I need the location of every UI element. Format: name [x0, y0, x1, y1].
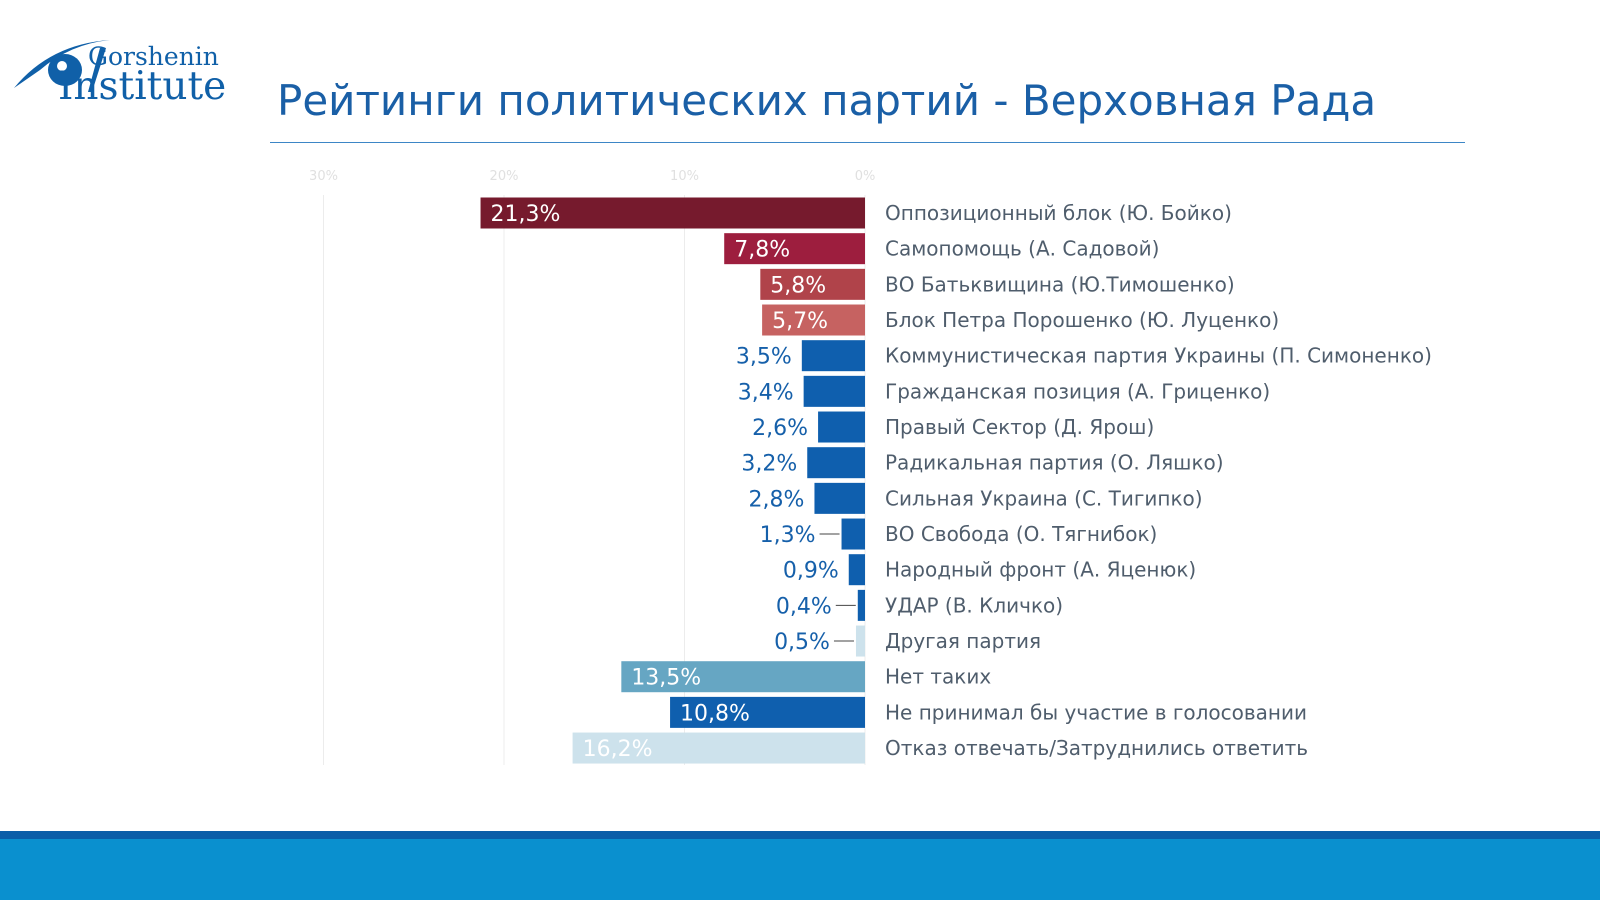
logo-text-institute: Institute: [58, 64, 227, 109]
bar: [803, 375, 865, 407]
data-label: 5,7%: [772, 309, 828, 334]
bar: [724, 233, 865, 265]
data-label: 3,2%: [741, 452, 797, 477]
bar: [480, 197, 865, 229]
title-divider: [270, 142, 1465, 143]
category-label: Не принимал бы участие в голосовании: [885, 700, 1307, 724]
category-label: УДАР (В. Кличко): [885, 593, 1063, 617]
data-label: 13,5%: [631, 666, 701, 691]
data-label: 0,4%: [776, 594, 832, 619]
bar: [855, 625, 865, 657]
category-label: Отказ отвечать/Затруднились ответить: [885, 736, 1308, 760]
chart-bars: [480, 197, 865, 764]
bar: [857, 589, 865, 621]
data-label: 21,3%: [491, 202, 561, 227]
data-label: 7,8%: [734, 238, 790, 263]
bar: [814, 482, 865, 514]
category-label: Сильная Украина (С. Тигипко): [885, 486, 1203, 510]
data-label: 3,5%: [736, 345, 792, 370]
category-label: Другая партия: [885, 629, 1041, 653]
x-tick-label: 20%: [490, 169, 519, 184]
data-label: 0,5%: [774, 630, 830, 655]
footer-accent-bar: [0, 831, 1600, 839]
category-label: Правый Сектор (Д. Ярош): [885, 415, 1154, 439]
category-label: Гражданская позиция (А. Гриценко): [885, 379, 1270, 403]
bar: [841, 518, 865, 550]
bar: [670, 696, 865, 728]
bar: [801, 340, 865, 372]
x-tick-label: 10%: [670, 169, 699, 184]
page-title: Рейтинги политических партий - Верховная…: [277, 76, 1377, 125]
category-label: ВО Свобода (О. Тягнибок): [885, 522, 1157, 546]
data-label: 16,2%: [583, 737, 653, 762]
bar-chart: 30% 20% 10% 0% 21,3% Оппозиционный блок (Ю. …: [309, 169, 1432, 765]
bar: [807, 447, 865, 479]
data-label: 2,8%: [749, 487, 805, 512]
category-label: Народный фронт (А. Яценюк): [885, 558, 1196, 582]
x-tick-label: 0%: [855, 169, 876, 184]
category-label: Радикальная партия (О. Ляшко): [885, 451, 1224, 475]
footer-bar: [0, 839, 1600, 900]
gorshenin-logo: [14, 40, 110, 92]
bar: [621, 661, 865, 693]
eye-icon: [14, 40, 110, 92]
bar: [762, 304, 865, 336]
bar: [572, 732, 865, 764]
data-label: 10,8%: [680, 701, 750, 726]
bar: [818, 411, 865, 443]
chart-labels: 21,3% Оппозиционный блок (Ю. Бойко) 7,8% Са…: [491, 201, 1432, 762]
data-label: 1,3%: [760, 523, 816, 548]
category-label: Оппозиционный блок (Ю. Бойко): [885, 201, 1232, 225]
data-label: 0,9%: [783, 559, 839, 584]
bar: [848, 554, 865, 586]
category-label: Нет таких: [885, 665, 991, 689]
data-label: 2,6%: [752, 416, 808, 441]
data-label: 5,8%: [770, 273, 826, 298]
category-label: ВО Батьквищина (Ю.Тимошенко): [885, 272, 1235, 296]
category-label: Блок Петра Порошенко (Ю. Луценко): [885, 308, 1279, 332]
x-tick-label: 30%: [309, 169, 338, 184]
logo-text-gorshenin: Gorshenin: [88, 42, 219, 71]
bar: [760, 268, 865, 300]
category-label: Самопомощь (А. Садовой): [885, 237, 1159, 261]
category-label: Коммунистическая партия Украины (П. Симо…: [885, 344, 1432, 368]
data-label: 3,4%: [738, 380, 794, 405]
